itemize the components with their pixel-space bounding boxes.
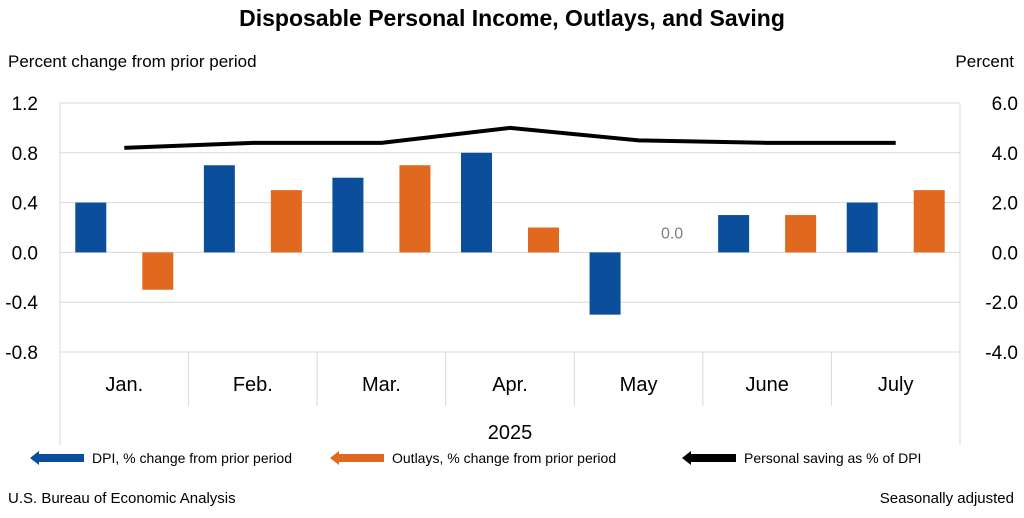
legend-label-dpi: DPI, % change from prior period bbox=[92, 450, 292, 466]
chart-plot: 1.2 6.0 0.8 4.0 0.4 2.0 0.0 0.0 -0.4 -2.0 -0.8 -4.0… bbox=[5, 94, 1018, 445]
legend-item-saving: Personal saving as % of DPI bbox=[682, 450, 921, 466]
bar-dpi bbox=[461, 152, 492, 253]
x-category-label: July bbox=[878, 374, 914, 396]
x-category-label: Jan. bbox=[105, 374, 143, 396]
bar-dpi bbox=[203, 165, 235, 253]
legend-item-dpi: DPI, % change from prior period bbox=[30, 450, 292, 466]
chart-legend: DPI, % change from prior period Outlays,… bbox=[0, 450, 1024, 474]
y-tick-label-left: 1.2 bbox=[12, 94, 38, 115]
bar-outlays bbox=[528, 227, 559, 253]
y-tick-label-right: 0.0 bbox=[992, 243, 1018, 264]
legend-item-outlays: Outlays, % change from prior period bbox=[330, 450, 616, 466]
y-tick-label-right: 2.0 bbox=[992, 194, 1018, 215]
bar-dpi bbox=[846, 202, 878, 253]
bar-outlays bbox=[142, 252, 174, 290]
bar-dpi bbox=[332, 177, 364, 253]
bar-outlays bbox=[270, 190, 302, 253]
y-tick-label-left: 0.8 bbox=[12, 144, 38, 165]
bar-outlays bbox=[399, 165, 431, 253]
adjustment-note: Seasonally adjusted bbox=[879, 490, 1014, 507]
bar-dpi bbox=[75, 202, 107, 253]
x-category-label: Apr. bbox=[492, 374, 528, 396]
y-tick-label-right: -4.0 bbox=[985, 343, 1018, 364]
x-category-label: May bbox=[620, 374, 658, 396]
legend-swatch-dpi bbox=[30, 451, 84, 465]
data-label: 0.0 bbox=[661, 225, 683, 242]
bar-dpi bbox=[589, 252, 621, 315]
source-note: U.S. Bureau of Economic Analysis bbox=[8, 490, 236, 507]
x-category-label: Mar. bbox=[362, 374, 401, 396]
saving-line bbox=[124, 125, 896, 150]
y-tick-label-left: -0.4 bbox=[5, 293, 38, 314]
y-tick-label-right: -2.0 bbox=[985, 293, 1018, 314]
y-tick-label-right: 4.0 bbox=[992, 144, 1018, 165]
y-tick-label-right: 6.0 bbox=[992, 94, 1018, 115]
y-tick-label-left: 0.0 bbox=[12, 243, 38, 264]
bar-outlays bbox=[913, 190, 945, 253]
y-tick-label-left: 0.4 bbox=[12, 194, 39, 215]
y-tick-label-left: -0.8 bbox=[5, 343, 38, 364]
x-axis-year-label: 2025 bbox=[488, 422, 533, 444]
legend-label-saving: Personal saving as % of DPI bbox=[744, 450, 922, 466]
bar-dpi bbox=[718, 215, 750, 253]
legend-swatch-saving bbox=[682, 451, 736, 465]
bar-outlays bbox=[785, 215, 817, 253]
right-axis-title: Percent bbox=[955, 52, 1014, 71]
left-axis-title: Percent change from prior period bbox=[8, 52, 257, 71]
x-category-label: June bbox=[745, 374, 788, 396]
legend-swatch-outlays bbox=[330, 451, 384, 465]
x-category-label: Feb. bbox=[233, 374, 273, 396]
chart-title: Disposable Personal Income, Outlays, and… bbox=[239, 5, 785, 31]
legend-label-outlays: Outlays, % change from prior period bbox=[392, 450, 617, 466]
